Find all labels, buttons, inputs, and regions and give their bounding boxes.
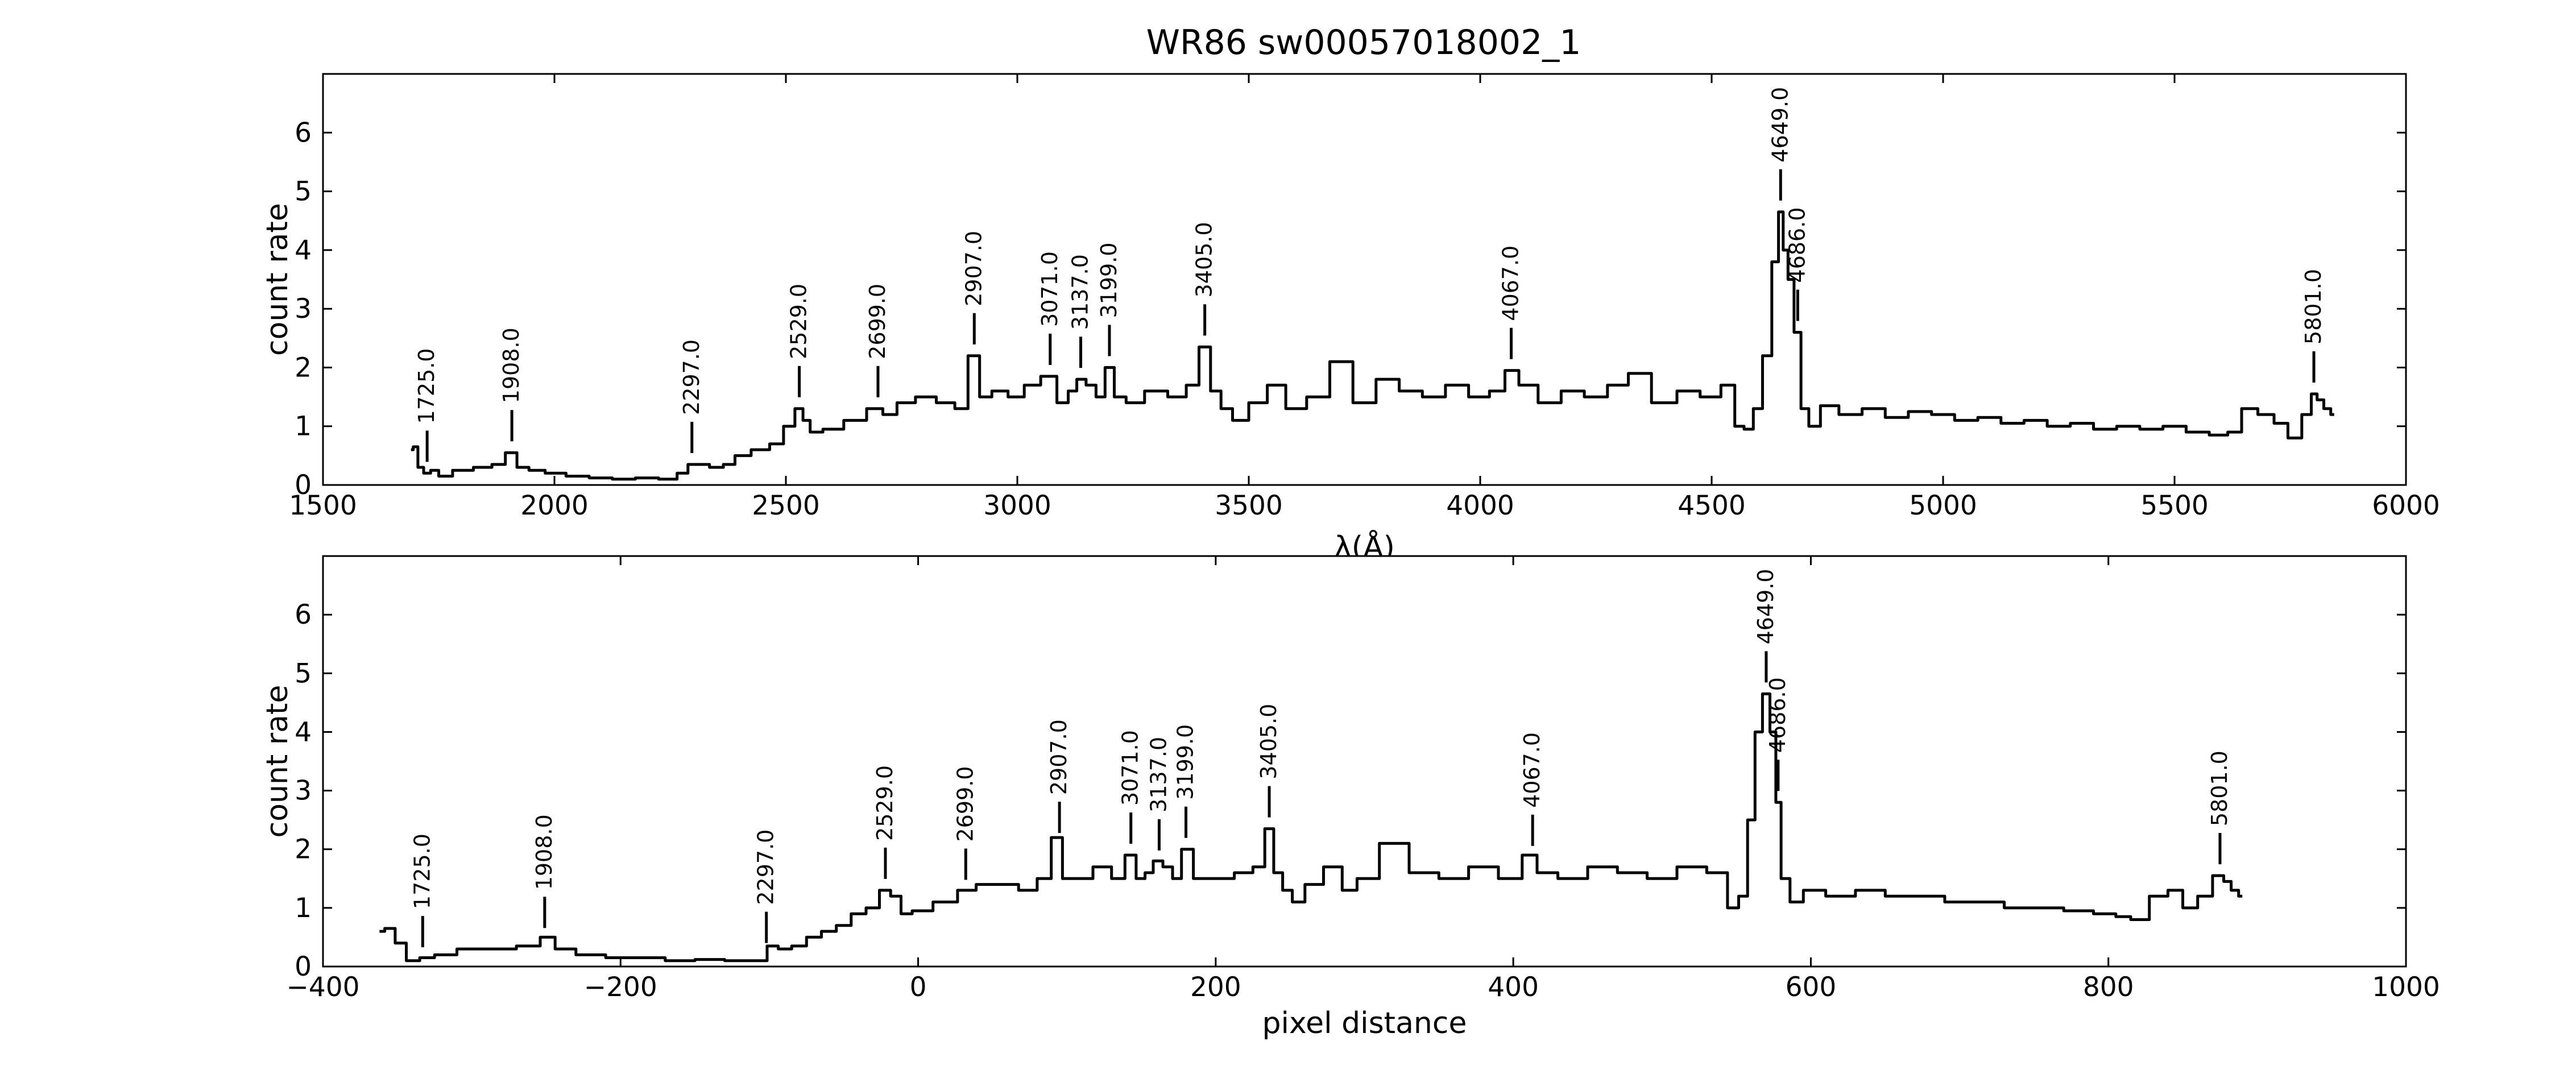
x-tick-label: 1500 — [289, 490, 357, 521]
x-tick-label: −200 — [584, 972, 657, 1003]
line-marker-label: 1725.0 — [409, 833, 434, 909]
x-tick-label: 5500 — [2140, 490, 2209, 521]
figure-title: WR86 sw00057018002_1 — [1146, 23, 1581, 63]
y-tick-label: 4 — [295, 235, 312, 266]
line-marker-label: 3137.0 — [1068, 254, 1093, 330]
y-axis-label: count rate — [260, 203, 295, 356]
x-tick-label: −400 — [286, 972, 359, 1003]
line-marker-label: 2297.0 — [679, 339, 704, 415]
line-marker-label: 4649.0 — [1753, 569, 1778, 644]
line-marker-label: 2699.0 — [865, 284, 890, 359]
panel-1: 1500 2000 2500 3000 3500 4000 4500 5000 5500 6000… — [260, 73, 2440, 565]
x-tick-label: 1000 — [2372, 972, 2440, 1003]
line-marker-label: 4686.0 — [1765, 677, 1790, 753]
y-tick-label: 1 — [295, 411, 312, 442]
y-axis-label: count rate — [260, 685, 295, 838]
y-tick-label: 2 — [295, 352, 312, 383]
line-marker-label: 5801.0 — [2207, 750, 2232, 826]
x-tick-label: 5000 — [1909, 490, 1977, 521]
line-marker-label: 4686.0 — [1784, 207, 1809, 283]
spectrum-line — [379, 692, 2243, 963]
line-marker-label: 4067.0 — [1498, 246, 1523, 321]
line-marker-label: 3071.0 — [1037, 251, 1062, 327]
line-marker-label: 3071.0 — [1118, 730, 1143, 806]
line-marker-label: 4067.0 — [1519, 732, 1544, 808]
x-tick-label: 400 — [1488, 972, 1539, 1003]
y-tick-label: 3 — [295, 775, 312, 807]
y-tick-label: 5 — [295, 658, 312, 689]
x-tick-label: 3000 — [983, 490, 1051, 521]
line-marker-label: 1908.0 — [532, 814, 557, 890]
y-tick-label: 0 — [295, 470, 312, 501]
line-marker-label: 2529.0 — [872, 765, 897, 841]
line-marker-label: 1725.0 — [414, 348, 439, 424]
line-marker-label: 5801.0 — [2301, 269, 2326, 345]
line-marker-label: 2907.0 — [961, 231, 986, 306]
x-tick-label: 800 — [2083, 972, 2134, 1003]
y-tick-label: 5 — [295, 176, 312, 208]
line-marker-label: 3199.0 — [1096, 242, 1121, 318]
line-marker-label: 3199.0 — [1173, 724, 1198, 800]
x-tick-label: 200 — [1190, 972, 1241, 1003]
x-tick-label: 0 — [910, 972, 927, 1003]
x-tick-label: 2000 — [520, 490, 589, 521]
line-marker-label: 4649.0 — [1767, 87, 1792, 163]
line-marker-label: 3405.0 — [1256, 704, 1281, 779]
line-marker-label: 2907.0 — [1046, 719, 1071, 795]
x-axis-label: pixel distance — [1262, 1006, 1467, 1040]
x-tick-label: 2500 — [752, 490, 820, 521]
y-tick-label: 6 — [295, 117, 312, 148]
y-tick-label: 2 — [295, 834, 312, 865]
y-tick-label: 4 — [295, 716, 312, 748]
line-marker-label: 1908.0 — [499, 327, 524, 403]
y-tick-label: 6 — [295, 599, 312, 631]
line-marker-label: 3405.0 — [1192, 222, 1217, 297]
x-tick-label: 4500 — [1678, 490, 1746, 521]
y-tick-label: 1 — [295, 893, 312, 924]
spectrum-line — [411, 210, 2334, 481]
x-tick-label: 4000 — [1446, 490, 1514, 521]
y-tick-label: 3 — [295, 293, 312, 325]
panel-2: −400 −200 0 200 400 600 800 1000 0 1 2 3 4 5 6 pixel di… — [260, 555, 2440, 1040]
x-tick-label: 6000 — [2372, 490, 2440, 521]
line-marker-label: 2529.0 — [786, 284, 811, 359]
axes-frame — [322, 555, 2407, 968]
line-marker-label: 2699.0 — [952, 766, 978, 842]
x-tick-label: 3500 — [1215, 490, 1283, 521]
axes-frame — [322, 73, 2407, 486]
y-tick-label: 0 — [295, 951, 312, 982]
x-tick-label: 600 — [1786, 972, 1837, 1003]
line-marker-label: 3137.0 — [1146, 737, 1171, 812]
line-marker-label: 2297.0 — [753, 830, 778, 905]
